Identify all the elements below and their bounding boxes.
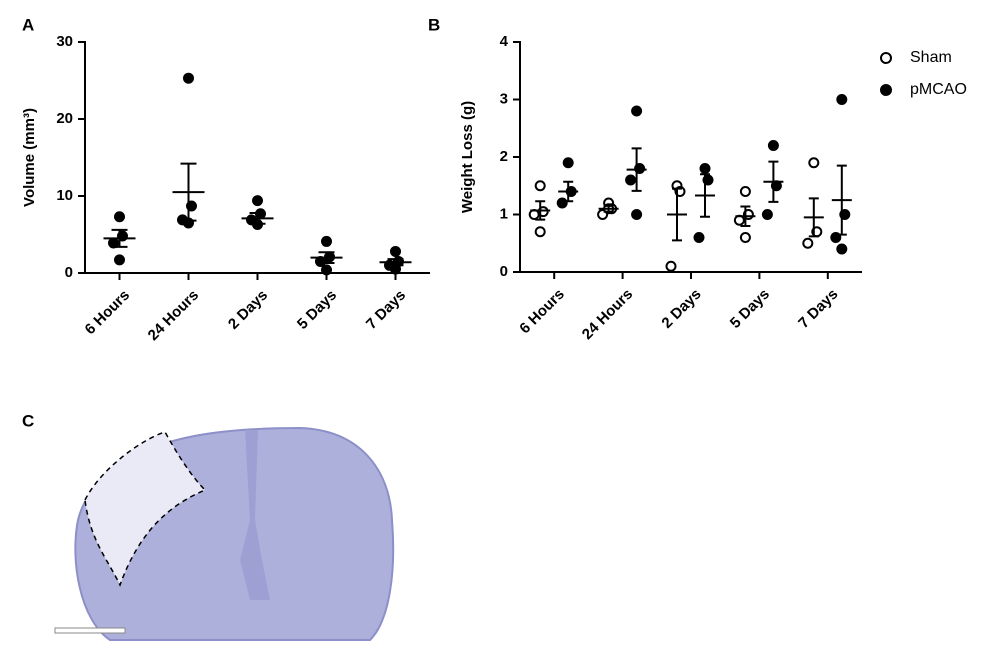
error-bar bbox=[740, 205, 751, 227]
data-point bbox=[699, 163, 711, 174]
error-bar bbox=[249, 211, 266, 225]
data-point bbox=[562, 157, 574, 169]
y-axis-label: Volume (mm³) bbox=[21, 108, 38, 207]
infarct-outline bbox=[84, 431, 207, 587]
data-point bbox=[808, 157, 820, 169]
y-tick-label: 30 bbox=[56, 33, 73, 50]
legend-label: pMCAO bbox=[910, 81, 967, 98]
data-point bbox=[321, 264, 332, 276]
error-bar bbox=[180, 162, 197, 222]
data-point bbox=[761, 209, 773, 220]
y-tick-label: 0 bbox=[65, 264, 73, 281]
panel-label: A bbox=[22, 15, 34, 34]
data-point bbox=[114, 254, 125, 266]
error-bar bbox=[111, 228, 128, 248]
brain-section bbox=[54, 426, 395, 641]
error-bar bbox=[535, 200, 546, 221]
data-point bbox=[534, 180, 546, 192]
data-point bbox=[693, 232, 705, 243]
data-point bbox=[183, 72, 194, 84]
data-point bbox=[625, 174, 637, 186]
data-point bbox=[767, 140, 779, 151]
scale-bar bbox=[54, 627, 126, 634]
y-tick-label: 0 bbox=[500, 263, 508, 280]
y-axis-label: Weight Loss (g) bbox=[459, 101, 476, 213]
data-point bbox=[252, 195, 263, 207]
error-bar bbox=[700, 173, 710, 218]
data-point bbox=[836, 243, 848, 255]
data-point bbox=[390, 245, 401, 257]
y-tick-label: 4 bbox=[500, 33, 509, 50]
x-tick-label: 6 Hours bbox=[82, 287, 134, 339]
error-bar bbox=[672, 187, 682, 242]
data-point bbox=[665, 260, 677, 272]
panel-label: C bbox=[22, 411, 34, 430]
data-point bbox=[739, 232, 751, 243]
data-point bbox=[321, 235, 332, 247]
data-point bbox=[631, 209, 643, 220]
data-point bbox=[534, 226, 546, 238]
y-tick-label: 2 bbox=[500, 148, 508, 165]
error-bar bbox=[603, 204, 614, 213]
legend-marker bbox=[880, 84, 892, 96]
legend-marker bbox=[880, 52, 892, 64]
y-tick-label: 3 bbox=[500, 90, 508, 107]
midline bbox=[240, 430, 270, 600]
x-tick-label: 5 Days bbox=[294, 287, 340, 333]
error-bar bbox=[631, 147, 642, 192]
error-bar bbox=[836, 164, 847, 236]
error-bar bbox=[808, 197, 819, 238]
error-bar bbox=[318, 251, 335, 264]
x-tick-label: 24 Hours bbox=[145, 287, 202, 344]
x-tick-label: 2 Days bbox=[658, 286, 704, 332]
error-bar bbox=[768, 160, 779, 203]
y-tick-label: 20 bbox=[56, 110, 73, 127]
data-point bbox=[631, 105, 643, 117]
data-point bbox=[739, 186, 751, 197]
error-bar bbox=[563, 180, 574, 203]
x-tick-label: 7 Days bbox=[363, 287, 409, 333]
data-point bbox=[802, 237, 814, 249]
error-bar bbox=[387, 258, 404, 267]
x-tick-label: 6 Hours bbox=[516, 286, 568, 338]
data-point bbox=[556, 197, 568, 209]
data-point bbox=[114, 211, 125, 223]
panel-label: B bbox=[428, 15, 440, 34]
legend-label: Sham bbox=[910, 49, 952, 66]
x-tick-label: 24 Hours bbox=[579, 286, 636, 343]
x-tick-label: 5 Days bbox=[727, 286, 773, 332]
x-tick-label: 7 Days bbox=[795, 286, 841, 332]
data-point bbox=[836, 94, 848, 105]
x-tick-label: 2 Days bbox=[225, 287, 271, 333]
y-tick-label: 10 bbox=[56, 187, 73, 204]
y-tick-label: 1 bbox=[500, 205, 508, 222]
